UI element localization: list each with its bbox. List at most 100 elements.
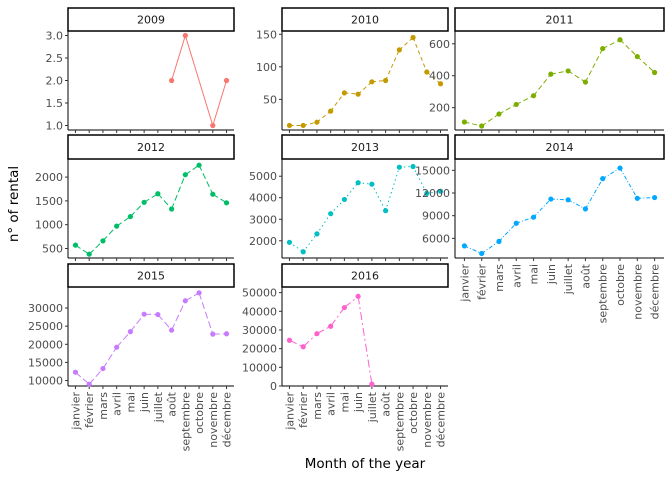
y-tick-label-2015-3: 25000 — [28, 320, 63, 333]
x-tick-label-2015-4: mai — [124, 392, 137, 413]
point-2014-10 — [635, 196, 640, 201]
series-segment-2014-6 — [568, 200, 585, 209]
panels-layer: 20091.01.52.02.53.0201050100150201120040… — [28, 8, 664, 451]
y-tick-label-2014-3: 15000 — [415, 164, 450, 177]
series-segment-2016-3 — [331, 308, 345, 327]
x-tick-label-2014-10: novembre — [631, 264, 644, 320]
y-tick-label-2010-1: 100 — [256, 61, 277, 74]
series-segment-2010-8 — [399, 38, 413, 50]
series-segment-2016-4 — [344, 296, 358, 307]
y-tick-label-2016-0: 0 — [270, 380, 277, 393]
point-2012-2 — [100, 238, 105, 243]
series-segment-2015-3 — [117, 332, 131, 348]
y-tick-label-2016-5: 50000 — [242, 287, 277, 300]
y-tick-label-2014-1: 9000 — [422, 210, 450, 223]
point-2015-1 — [87, 382, 92, 387]
point-2014-8 — [600, 176, 605, 181]
point-2011-3 — [514, 102, 519, 107]
x-tick-label-2014-6: juillet — [562, 263, 575, 295]
x-tick-label-2016-0: janvier — [283, 392, 296, 431]
point-2012-10 — [210, 192, 215, 197]
point-2011-0 — [462, 119, 467, 124]
x-tick-label-2014-9: octobre — [614, 264, 627, 306]
point-2009-11 — [224, 78, 229, 83]
point-2011-9 — [617, 37, 622, 42]
series-segment-2015-4 — [130, 314, 144, 331]
series-segment-2014-2 — [499, 223, 516, 241]
point-2015-0 — [73, 370, 78, 375]
point-2012-1 — [87, 252, 92, 257]
series-segment-2014-7 — [585, 179, 602, 209]
series-segment-2011-9 — [620, 40, 637, 57]
series-segment-2013-3 — [331, 199, 345, 213]
series-segment-2011-7 — [585, 49, 602, 83]
point-2016-6 — [369, 382, 374, 387]
point-2011-1 — [479, 123, 484, 128]
y-tick-label-2014-2: 12000 — [415, 187, 450, 200]
x-tick-label-2016-11: décembre — [435, 392, 448, 448]
y-tick-label-2016-3: 30000 — [242, 324, 277, 337]
y-tick-label-2014-0: 6000 — [422, 232, 450, 245]
point-2009-7 — [169, 78, 174, 83]
point-2015-6 — [155, 312, 160, 317]
y-tick-label-2013-0: 2000 — [249, 235, 277, 248]
point-2011-4 — [531, 93, 536, 98]
strip-label-2014: 2014 — [546, 141, 574, 154]
point-2016-2 — [314, 331, 319, 336]
y-tick-label-2012-1: 1000 — [35, 219, 63, 232]
point-2013-5 — [356, 180, 361, 185]
x-tick-label-2014-1: février — [476, 264, 489, 300]
series-segment-2011-6 — [568, 71, 585, 82]
series-segment-2015-9 — [199, 293, 213, 334]
point-2012-0 — [73, 243, 78, 248]
point-2009-8 — [183, 33, 188, 38]
x-tick-label-2015-5: juin — [138, 392, 151, 413]
x-axis-title: Month of the year — [305, 456, 426, 472]
x-tick-label-2016-8: septembre — [393, 392, 406, 452]
strip-label-2016: 2016 — [351, 270, 379, 283]
x-tick-label-2016-2: mars — [311, 392, 324, 420]
y-tick-label-2013-3: 5000 — [249, 170, 277, 183]
series-segment-2011-8 — [603, 40, 620, 49]
series-segment-2015-6 — [158, 315, 172, 331]
series-segment-2013-4 — [344, 183, 358, 200]
x-tick-label-2015-11: décembre — [221, 392, 234, 448]
x-tick-label-2016-7: août — [380, 391, 393, 416]
series-segment-2011-5 — [551, 71, 568, 74]
point-2013-8 — [397, 165, 402, 170]
x-tick-label-2014-5: juin — [545, 264, 558, 285]
y-tick-label-2009-3: 2.5 — [46, 52, 64, 65]
point-2014-1 — [479, 251, 484, 256]
x-tick-label-2015-6: juillet — [152, 391, 165, 423]
x-tick-label-2014-7: août — [579, 263, 592, 288]
point-2014-5 — [548, 196, 553, 201]
y-tick-label-2013-1: 3000 — [249, 213, 277, 226]
point-2012-9 — [196, 163, 201, 168]
x-tick-label-2015-1: février — [83, 392, 96, 428]
series-segment-2015-0 — [75, 372, 89, 384]
series-segment-2009-10 — [213, 81, 227, 126]
point-2015-11 — [224, 331, 229, 336]
point-2012-4 — [128, 214, 133, 219]
y-tick-label-2016-4: 40000 — [242, 305, 277, 318]
point-2015-8 — [183, 298, 188, 303]
point-2010-9 — [410, 35, 415, 40]
series-segment-2016-5 — [358, 296, 372, 384]
point-2010-7 — [383, 78, 388, 83]
series-segment-2015-1 — [89, 369, 103, 385]
point-2014-3 — [514, 221, 519, 226]
series-segment-2014-0 — [464, 246, 481, 254]
x-tick-label-2016-4: mai — [338, 392, 351, 413]
point-2015-10 — [210, 332, 215, 337]
series-segment-2013-6 — [372, 184, 386, 210]
series-segment-2009-7 — [172, 36, 186, 81]
x-tick-label-2014-2: mars — [493, 264, 506, 292]
series-segment-2011-0 — [464, 122, 481, 126]
point-2013-6 — [369, 182, 374, 187]
